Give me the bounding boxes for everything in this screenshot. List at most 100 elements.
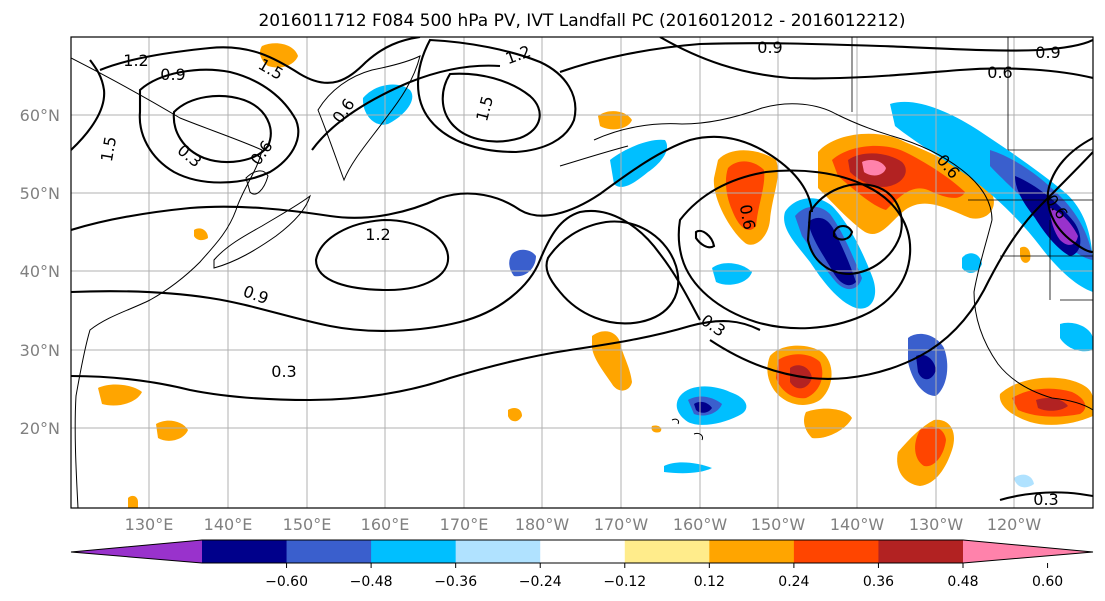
colorbar-tick-label: −0.36 [434,574,477,590]
positive-shading [508,408,522,422]
pv-contour-line [806,183,903,276]
negative-shading [1060,322,1093,352]
colorbar-ticks: −0.60 −0.48 −0.36 −0.24 −0.12 0.12 0.24 0.36 0.4… [265,563,1063,590]
lat-label: 50°N [20,184,60,203]
colorbar-tick-label: −0.24 [519,574,562,590]
pv-contour-line [441,72,541,143]
map-frame [70,36,1094,509]
pv-contour-line [416,38,577,154]
colorbar-segments [71,540,1093,563]
hawaii-islands [671,418,703,441]
map-area: 1.2 1.5 0.9 0.3 0.6 1.5 0.6 1.2 1.5 0.9 … [71,37,1093,509]
coastlines [71,55,1093,508]
contour-label: 0.6 [736,203,759,231]
colorbar-tick-label: −0.60 [265,574,308,590]
lon-label: 150°E [283,515,332,534]
colorbar-segment [793,540,879,563]
lon-label: 160°E [361,515,410,534]
pv-contour-line [99,37,421,84]
gridlines [71,37,1093,508]
colorbar-segment [455,540,541,563]
lon-label: 170°W [594,515,649,534]
contour-label: 0.3 [1033,490,1058,509]
lon-tick-labels: 130°E 140°E 150°E 160°E 170°E 180°W 170°… [125,515,1042,534]
pv-contour-line [545,220,680,325]
colorbar-segment [540,540,626,563]
positive-shading [804,408,852,439]
pv-contour-line [314,218,450,292]
borders [851,37,1093,301]
lon-label: 140°E [204,515,253,534]
lon-label: 130°W [909,515,964,534]
positive-shading [1036,398,1068,411]
positive-shading [260,43,298,68]
lon-label: 180°W [515,515,570,534]
colorbar-tick-label: 0.12 [694,574,725,590]
colorbar-tick-label: 0.24 [778,574,809,590]
pv-contour-line [709,151,1093,380]
lat-label: 60°N [20,106,60,125]
colorbar-extend-min [71,540,202,563]
positive-shading [194,228,208,241]
figure-title: 2016011712 F084 500 hPa PV, IVT Landfall… [258,11,905,31]
pv-contour-line [832,224,854,241]
contour-label: 0.9 [1035,43,1060,62]
colorbar-segment [371,540,457,563]
lat-label: 40°N [20,262,60,281]
contour-label: 0.3 [271,362,296,381]
positive-shading [651,425,662,433]
positive-shading [598,111,632,130]
lon-label: 150°W [751,515,806,534]
pv-contour-line [172,94,272,164]
positive-shading [128,495,138,508]
contour-label: 0.6 [987,63,1012,82]
pv-contour-line [559,39,1093,73]
colorbar: −0.60 −0.48 −0.36 −0.24 −0.12 0.12 0.24 0.36 0.4… [70,539,1094,590]
contour-label: 1.2 [365,225,390,244]
colorbar-tick-label: 0.60 [1032,574,1063,590]
negative-shading [509,249,536,277]
colorbar-outline [70,539,1094,564]
colorbar-segment [202,540,288,563]
namerica-coastline [973,219,1093,411]
colorbar-segment [878,540,964,563]
colorbar-segment [709,540,795,563]
lon-label: 140°W [830,515,885,534]
colorbar-tick-label: 0.48 [947,574,978,590]
negative-shading [694,401,712,413]
pv-contour-line [1046,137,1093,254]
state-borders [1000,37,1093,301]
positive-shading [862,160,886,176]
negative-shading [962,253,982,273]
pv-contour-line [311,64,501,151]
lon-label: 170°E [440,515,489,534]
pv-contour-line [138,68,300,184]
alaska-coastline [593,103,993,221]
negative-shading [1050,208,1078,245]
positive-shading [725,161,765,231]
colorbar-tick-label: −0.12 [603,574,646,590]
pv-contour-line [677,169,912,330]
asia-coastline [71,57,263,508]
negative-shading [1014,474,1034,488]
positive-shading [156,420,188,441]
negative-shading [808,217,856,286]
lon-label: 160°W [673,515,728,534]
negative-shading [916,354,936,380]
contour-label: 0.9 [160,65,185,84]
colorbar-segment [624,540,710,563]
colorbar-tick-label: −0.48 [350,574,393,590]
pv-contours [71,37,1093,502]
positive-shading [1020,246,1031,263]
lat-label: 20°N [20,419,60,438]
pv-contour-line [999,491,1093,502]
contour-label: 0.9 [757,38,782,57]
pv-contour-line [71,135,814,232]
pv-contour-line [71,59,106,151]
contour-label: 1.2 [123,51,148,70]
negative-shading [712,263,752,285]
negative-shading [610,139,668,187]
positive-shading [915,426,946,467]
lat-tick-labels: 60°N 50°N 40°N 30°N 20°N [20,106,60,438]
